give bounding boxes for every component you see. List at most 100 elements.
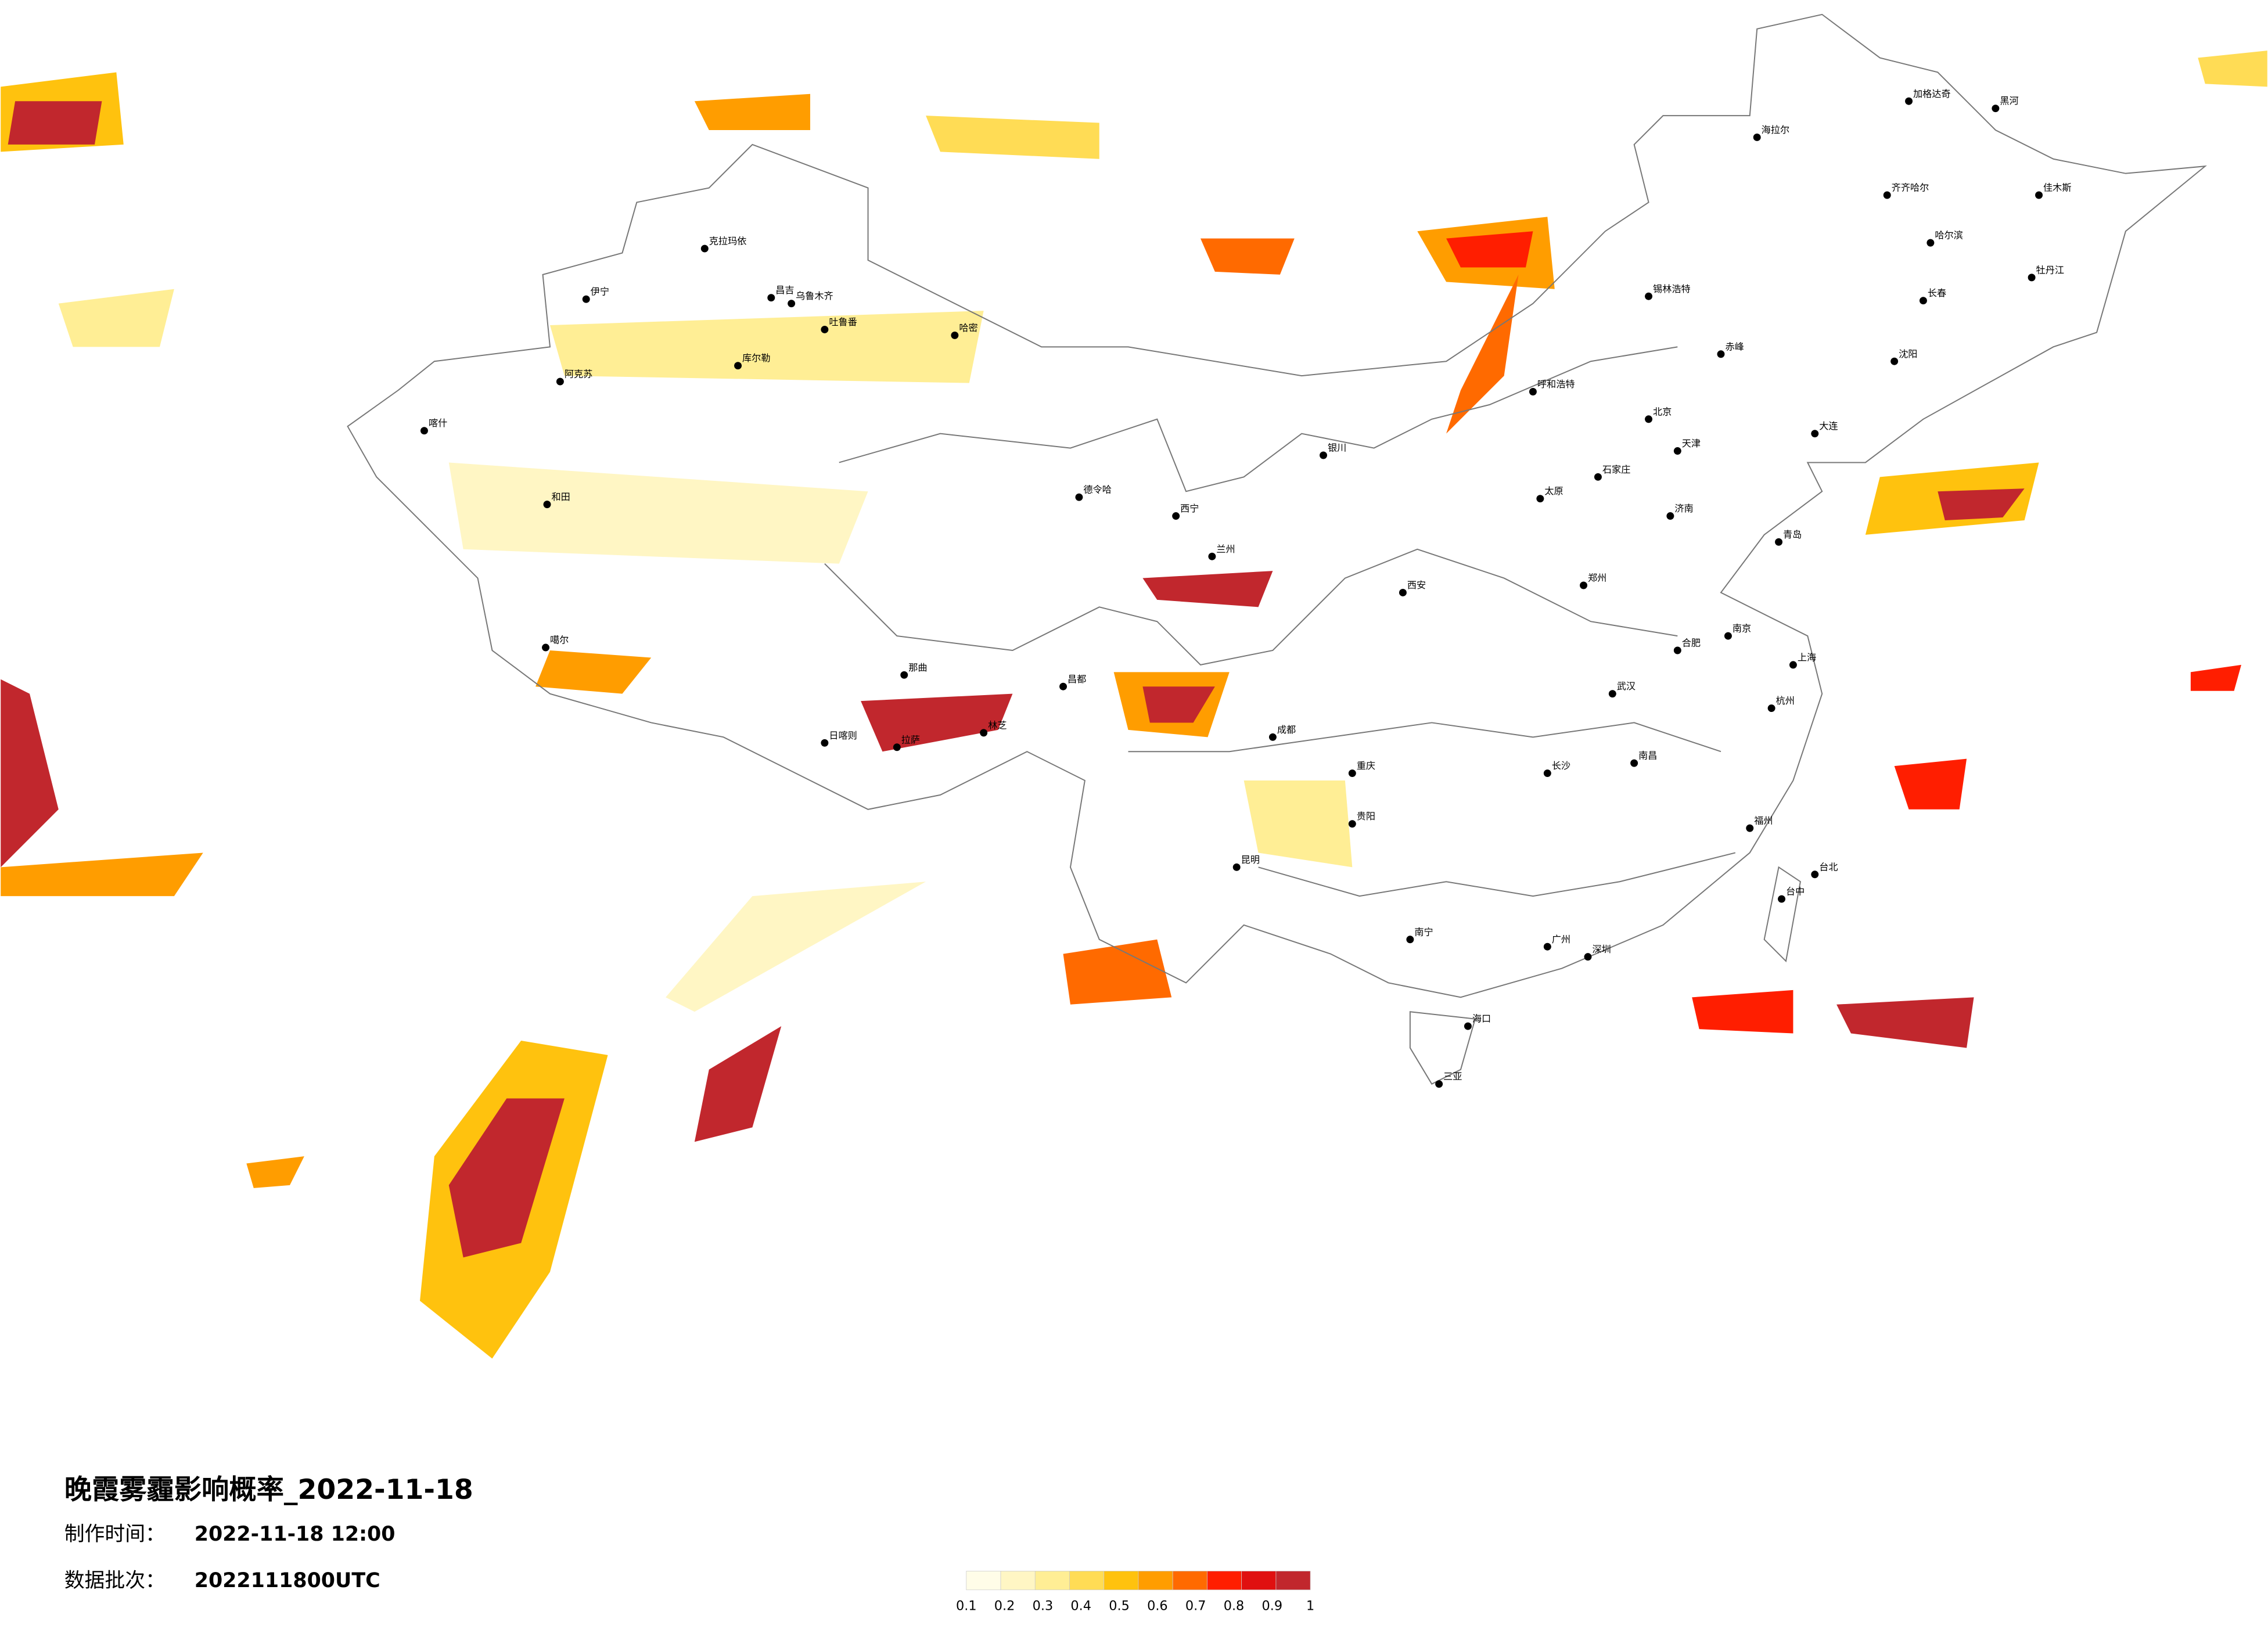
- legend-swatch: [966, 1571, 1001, 1591]
- boundaries: [347, 13, 2207, 1085]
- city-dot: [1645, 292, 1653, 300]
- legend-tick-label: 0.6: [1147, 1599, 1168, 1614]
- legend-tick-label: 0.8: [1224, 1599, 1245, 1614]
- legend-tick-label: 0.4: [1070, 1599, 1091, 1614]
- city-label: 那曲: [908, 662, 927, 673]
- city-label: 齐齐哈尔: [1892, 182, 1929, 193]
- city-dot: [1992, 105, 2000, 113]
- legend-swatch: [1034, 1571, 1070, 1591]
- city-label: 克拉玛依: [709, 236, 747, 247]
- city-label: 台北: [1819, 861, 1838, 872]
- city-dot: [700, 244, 709, 253]
- city-dot: [734, 362, 742, 370]
- city-dot: [1608, 690, 1616, 698]
- city-dot: [1543, 769, 1551, 778]
- batch-label: 数据批次：: [64, 1569, 166, 1592]
- city-label: 杭州: [1776, 695, 1795, 706]
- legend-swatch: [1138, 1571, 1173, 1591]
- city-dot: [821, 325, 829, 333]
- city-label: 黑河: [2000, 95, 2018, 106]
- city-label: 郑州: [1588, 573, 1606, 584]
- city-dot: [1767, 704, 1775, 713]
- city-dot: [1536, 495, 1544, 503]
- city-label: 天津: [1682, 438, 1701, 449]
- city-label: 哈密: [959, 322, 977, 333]
- city-label: 福州: [1754, 815, 1773, 826]
- batch: 2022111800UTC: [195, 1569, 380, 1592]
- city-label: 兰州: [1216, 544, 1235, 555]
- legend-tick-label: 1: [1306, 1599, 1314, 1614]
- city-dot: [1406, 936, 1414, 944]
- city-label: 重庆: [1357, 760, 1375, 771]
- legend-swatch: [1275, 1571, 1311, 1591]
- city-dot: [1172, 512, 1180, 520]
- city-label: 合肥: [1682, 638, 1701, 649]
- city-dot: [1724, 632, 1732, 640]
- city-dot: [1919, 297, 1927, 305]
- city-label: 哈尔滨: [1935, 230, 1963, 241]
- city-dot: [420, 427, 428, 435]
- city-dot: [1268, 733, 1277, 741]
- city-dot: [1208, 552, 1216, 560]
- city-label: 林芝: [988, 720, 1007, 731]
- city-dot: [1399, 588, 1407, 596]
- city-dot: [1348, 769, 1356, 778]
- city-label: 石家庄: [1602, 464, 1630, 475]
- city-label: 昌吉: [775, 285, 794, 296]
- legend-swatch: [1104, 1571, 1139, 1591]
- city-dot: [1232, 863, 1241, 871]
- city-dot: [1673, 447, 1681, 455]
- city-dot: [1811, 430, 1819, 438]
- city-label: 拉萨: [901, 734, 920, 745]
- city-dot: [1543, 942, 1551, 951]
- city-label: 和田: [551, 491, 570, 502]
- city-dot: [1464, 1022, 1472, 1030]
- city-label: 长春: [1928, 287, 1946, 298]
- city-dot: [2028, 274, 2036, 282]
- city-dot: [1746, 824, 1754, 832]
- production-time: 2022-11-18 12:00: [195, 1523, 396, 1546]
- city-label: 牡丹江: [2036, 264, 2064, 275]
- city-dot: [1580, 581, 1588, 589]
- legend-tick-label: 0.1: [956, 1599, 977, 1614]
- city-label: 吐鲁番: [829, 316, 857, 328]
- city-label: 加格达奇: [1913, 88, 1951, 99]
- legend-swatch: [1241, 1571, 1277, 1591]
- city-dot: [1435, 1080, 1443, 1088]
- city-dot: [893, 743, 901, 751]
- city-dot: [543, 501, 551, 509]
- city-dot: [900, 671, 908, 679]
- city-label: 上海: [1798, 652, 1816, 663]
- city-label: 南宁: [1414, 926, 1433, 937]
- city-dot: [1717, 350, 1725, 358]
- city-label: 贵阳: [1357, 811, 1375, 822]
- city-label: 德令哈: [1083, 484, 1111, 495]
- city-label: 太原: [1544, 485, 1563, 497]
- city-dot: [788, 300, 796, 308]
- city-dot: [1594, 473, 1602, 481]
- legend-swatch: [1000, 1571, 1036, 1591]
- city-dot: [556, 377, 564, 386]
- city-dot: [1883, 191, 1891, 199]
- city-label: 深圳: [1592, 944, 1611, 955]
- city-label: 呼和浩特: [1537, 379, 1575, 390]
- city-label: 三亚: [1443, 1071, 1462, 1082]
- city-label: 台中: [1786, 886, 1805, 897]
- legend-tick-label: 0.3: [1033, 1599, 1054, 1614]
- legend-swatch: [1207, 1571, 1242, 1591]
- legend-swatch: [1069, 1571, 1105, 1591]
- city-dot: [980, 729, 988, 737]
- city-dot: [1926, 239, 1935, 247]
- city-label: 库尔勒: [742, 352, 770, 364]
- map-title: 晚霞雾霾影响概率_2022-11-18: [64, 1474, 473, 1506]
- city-label: 武汉: [1617, 681, 1636, 692]
- city-label: 噶尔: [550, 635, 569, 646]
- city-dot: [1584, 953, 1592, 961]
- city-dot: [542, 643, 549, 652]
- city-dot: [1348, 820, 1356, 828]
- legend-tick-label: 0.2: [994, 1599, 1015, 1614]
- legend-tick-label: 0.5: [1109, 1599, 1130, 1614]
- city-dot: [1673, 646, 1681, 654]
- city-dot: [1811, 870, 1819, 879]
